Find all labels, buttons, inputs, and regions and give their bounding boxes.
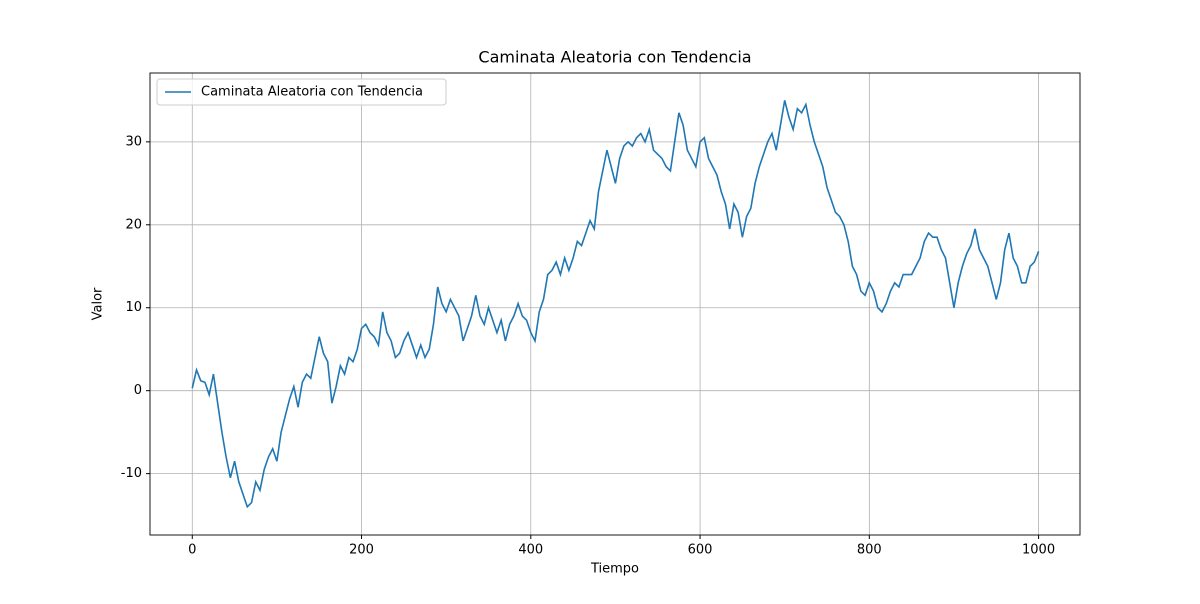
y-tick-label: 20: [125, 217, 142, 232]
y-tick-label: 0: [134, 383, 142, 398]
y-tick-label: -10: [121, 466, 142, 481]
x-tick-label: 400: [518, 543, 543, 558]
legend-box: [156, 78, 447, 106]
x-tick-label: 200: [349, 543, 374, 558]
x-tick-label: 1000: [1022, 543, 1055, 558]
y-tick-label: 10: [125, 300, 142, 315]
y-axis-label: Valor: [91, 287, 106, 320]
x-tick-label: 600: [688, 543, 713, 558]
x-tick-label: 0: [188, 543, 196, 558]
chart-title: Caminata Aleatoria con Tendencia: [478, 48, 751, 67]
legend-label: Caminata Aleatoria con Tendencia: [201, 85, 423, 100]
data-line: [191, 100, 1040, 509]
y-tick-label: 30: [125, 134, 142, 149]
x-tick-label: 800: [857, 543, 882, 558]
x-axis-label: Tiempo: [590, 562, 639, 577]
plot-frame: [149, 72, 1081, 536]
